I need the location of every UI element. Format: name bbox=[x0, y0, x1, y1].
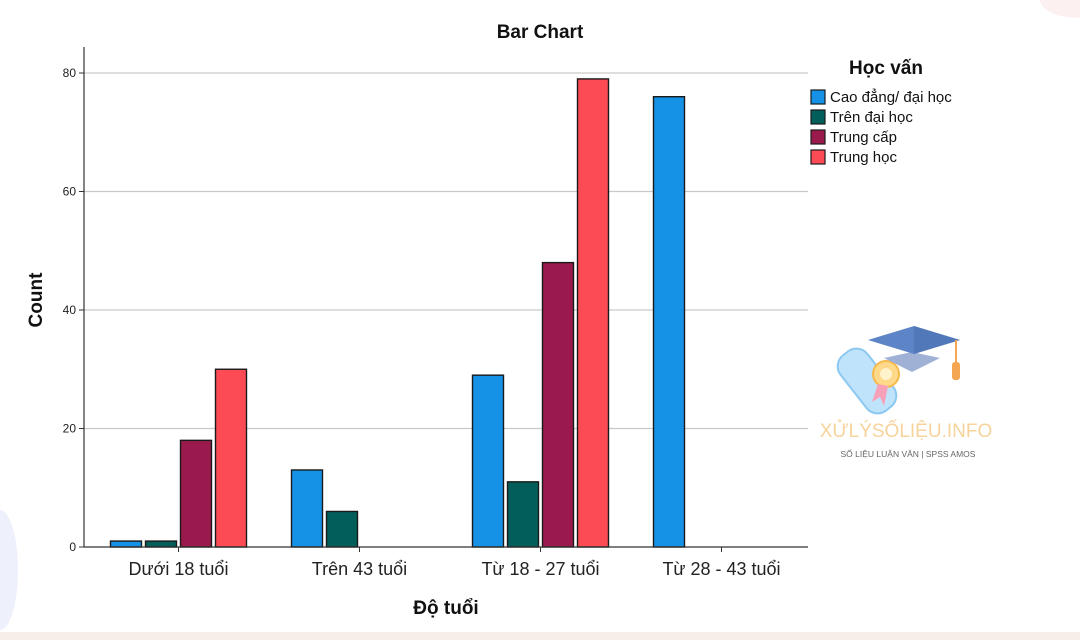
bottom-strip bbox=[0, 632, 1080, 640]
graduation-cap-diploma-icon bbox=[836, 326, 960, 415]
bar bbox=[325, 510, 359, 548]
watermark: XỬLÝSỐLIỆU.INFO SỐ LIỆU LUẬN VĂN | SPSS … bbox=[820, 326, 993, 459]
legend-swatch bbox=[810, 89, 826, 105]
y-tick-label: 80 bbox=[63, 66, 77, 80]
chart-title: Bar Chart bbox=[497, 22, 584, 43]
x-tick-label: Từ 28 - 43 tuổi bbox=[662, 559, 780, 579]
watermark-brand: XỬLÝSỐLIỆU.INFO bbox=[820, 420, 993, 442]
bar bbox=[179, 439, 213, 548]
legend-label: Trung học bbox=[830, 149, 897, 166]
x-axis-label: Độ tuổi bbox=[413, 598, 478, 619]
x-tick-label: Trên 43 tuổi bbox=[312, 559, 407, 579]
bar bbox=[144, 540, 178, 548]
background-decoration bbox=[0, 510, 18, 630]
x-tick-labels: Dưới 18 tuổi Trên 43 tuổi Từ 18 - 27 tuổi T… bbox=[129, 547, 781, 579]
gridlines bbox=[84, 72, 808, 430]
y-tick-label: 20 bbox=[63, 422, 77, 436]
bars bbox=[109, 78, 686, 548]
legend-swatch bbox=[810, 109, 826, 125]
axes bbox=[83, 47, 808, 548]
legend-label: Trung cấp bbox=[830, 129, 897, 146]
legend-item: Trung cấp bbox=[810, 129, 897, 146]
legend-title: Học vấn bbox=[849, 58, 923, 79]
legend-label: Trên đại học bbox=[830, 109, 913, 126]
legend-item: Trung học bbox=[810, 149, 897, 166]
y-axis-label: Count bbox=[26, 272, 47, 328]
y-tick-label: 0 bbox=[69, 540, 76, 554]
y-tick-label: 60 bbox=[63, 185, 77, 199]
bar bbox=[506, 481, 540, 548]
legend-item: Trên đại học bbox=[810, 109, 913, 126]
legend: Học vấn Cao đẳng/ đại học Trên đại học Tru… bbox=[810, 58, 952, 166]
background-decoration-corner bbox=[1040, 0, 1080, 18]
legend-swatch bbox=[810, 129, 826, 145]
bar bbox=[576, 78, 610, 548]
x-tick-label: Từ 18 - 27 tuổi bbox=[481, 559, 599, 579]
bar bbox=[652, 95, 686, 548]
bar bbox=[109, 540, 143, 548]
bar bbox=[471, 374, 505, 548]
bar bbox=[290, 469, 324, 548]
y-tick-label: 40 bbox=[63, 303, 77, 317]
watermark-tagline: SỐ LIỆU LUẬN VĂN | SPSS AMOS bbox=[841, 448, 976, 459]
bar bbox=[214, 368, 248, 548]
bar bbox=[541, 261, 575, 548]
legend-item: Cao đẳng/ đại học bbox=[810, 88, 952, 106]
x-tick-label: Dưới 18 tuổi bbox=[129, 559, 229, 579]
legend-swatch bbox=[810, 149, 826, 165]
y-tick-labels: 0 20 40 60 80 bbox=[63, 66, 84, 554]
legend-label: Cao đẳng/ đại học bbox=[830, 88, 952, 106]
